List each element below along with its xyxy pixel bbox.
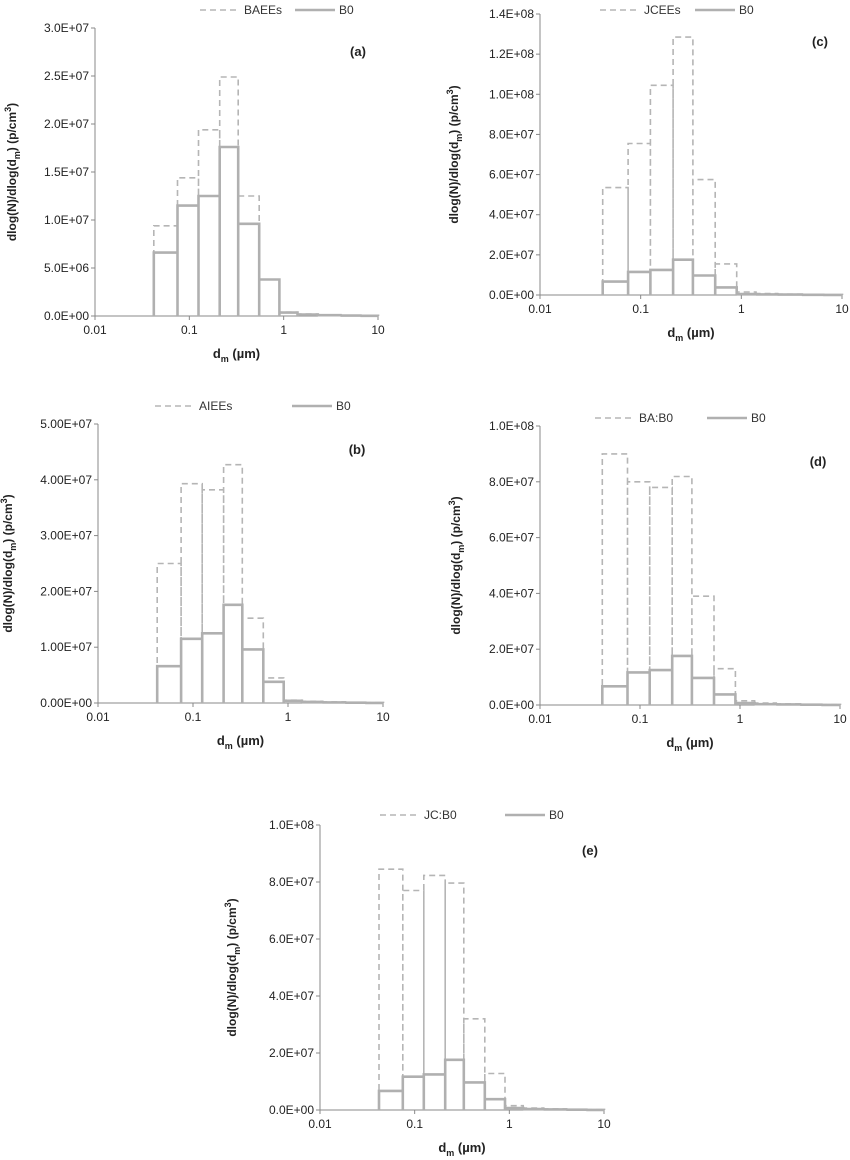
panel-a-y-axis-title: dlog(N)/dlog(dm) (p/cm3) (3, 103, 22, 241)
panel-c-x-tick-label: 0.01 (528, 302, 552, 316)
panel-a-legend-label: B0 (339, 3, 354, 17)
panel-e-legend-label: B0 (549, 808, 564, 822)
panel-e-y-tick-label: 4.0E+07 (269, 989, 314, 1003)
panel-c: 0.0E+00 2.0E+07 4.0E+07 6.0E+07 8.0E+07 1.0E+… (445, 3, 849, 343)
panel-e-y-tick-label: 2.0E+07 (269, 1046, 314, 1060)
panel-b-x-tick-label: 0.1 (185, 710, 202, 724)
panel-b: 0.00E+00 1.00E+07 2.00E+07 3.00E+07 4.00E+07… (0, 399, 390, 751)
panel-d-x-tick-label: 10 (833, 712, 847, 726)
panel-e: 0.0E+00 2.0E+07 4.0E+07 6.0E+07 8.0E+07 1.0E+… (223, 808, 611, 1158)
panel-c-y-tick-label: 8.0E+07 (489, 127, 534, 141)
panel-e-legend-label: JC:B0 (424, 808, 457, 822)
panel-e-x-axis-title: dm (µm) (438, 1140, 485, 1158)
panel-a-x-tick-label: 1 (280, 323, 287, 337)
panel-b-x-tick-label: 10 (376, 710, 390, 724)
panel-e-series-solid (377, 1058, 606, 1112)
panel-d-y-tick-label: 4.0E+07 (489, 586, 534, 600)
panel-b-label: (b) (349, 442, 366, 457)
panel-d-y-tick-label: 2.0E+07 (489, 642, 534, 656)
panel-a-label: (a) (350, 44, 366, 59)
panel-c-y-tick-label: 4.0E+07 (489, 208, 534, 222)
panel-d-y-tick-label: 1.0E+08 (489, 419, 534, 433)
panel-c-legend-label: B0 (739, 3, 754, 17)
panel-c-y-tick-label: 6.0E+07 (489, 168, 534, 182)
panel-a-y-tick-label: 2.5E+07 (44, 69, 89, 83)
panel-a-y-tick-label: 3.0E+07 (44, 21, 89, 35)
panel-c-x-tick-label: 0.1 (632, 302, 649, 316)
panel-c-label: (c) (812, 34, 828, 49)
panel-b-y-tick-label: 3.00E+07 (40, 529, 92, 543)
panel-d-x-tick-label: 0.01 (528, 712, 552, 726)
panel-e-x-tick-label: 10 (597, 1117, 611, 1131)
panel-d-series-dashed (601, 453, 841, 706)
panel-d-legend-label: BA:B0 (639, 411, 673, 425)
panel-d-legend-label: B0 (751, 411, 766, 425)
panel-c-x-tick-label: 10 (835, 302, 849, 316)
panel-b-y-tick-label: 4.00E+07 (40, 473, 92, 487)
panel-e-y-axis-title: dlog(N)/dlog(dm) (p/cm3) (223, 898, 242, 1036)
panel-a-x-tick-label: 0.1 (181, 323, 198, 337)
panel-b-y-tick-label: 2.00E+07 (40, 584, 92, 598)
panel-b-x-tick-label: 0.01 (86, 710, 110, 724)
panel-b-legend-label: B0 (336, 399, 351, 413)
panel-c-series-dashed (601, 36, 843, 296)
panel-d-x-axis-title: dm (µm) (666, 735, 713, 753)
panel-a-y-tick-label: 2.0E+07 (44, 117, 89, 131)
panel-a-y-tick-label: 0.0E+00 (44, 309, 89, 323)
panel-a-x-tick-label: 10 (371, 323, 385, 337)
panel-e-x-tick-label: 1 (506, 1117, 513, 1131)
panel-e-x-tick-label: 0.1 (406, 1117, 423, 1131)
panel-c-y-tick-label: 1.4E+08 (489, 7, 534, 21)
panel-a-legend-label: BAEEs (244, 3, 282, 17)
panel-b-y-axis-title: dlog(N)/dlog(dm) (p/cm3) (0, 494, 18, 632)
panel-d-label: (d) (810, 454, 827, 469)
panel-d-series-solid (601, 654, 842, 707)
panel-a: 0.0E+00 5.0E+06 1.0E+07 1.5E+07 2.0E+07 2.5E+… (3, 3, 385, 364)
panel-c-x-axis-title: dm (µm) (667, 325, 714, 343)
panel-a-y-tick-label: 5.0E+06 (44, 261, 89, 275)
panel-b-legend-label: AIEEs (199, 399, 232, 413)
panel-d-y-tick-label: 6.0E+07 (489, 531, 534, 545)
panel-e-y-tick-label: 0.0E+00 (269, 1103, 314, 1117)
panel-c-y-tick-label: 1.0E+08 (489, 87, 534, 101)
panel-c-y-axis-title: dlog(N)/dlog(dm) (p/cm3) (445, 85, 464, 223)
panel-b-y-tick-label: 0.00E+00 (40, 696, 92, 710)
panel-e-y-tick-label: 8.0E+07 (269, 875, 314, 889)
panel-a-x-tick-label: 0.01 (83, 323, 107, 337)
panel-b-series-solid (155, 603, 385, 705)
panel-a-series-solid (152, 145, 380, 318)
panel-c-legend-label: JCEEs (644, 3, 681, 17)
panel-c-y-tick-label: 0.0E+00 (489, 288, 534, 302)
panel-d-x-tick-label: 0.1 (632, 712, 649, 726)
panel-e-x-tick-label: 0.01 (308, 1117, 332, 1131)
panel-d: 0.0E+00 2.0E+07 4.0E+07 6.0E+07 8.0E+07 1.0E+… (447, 411, 847, 753)
panel-b-x-axis-title: dm (µm) (217, 733, 264, 751)
panel-d-x-tick-label: 1 (737, 712, 744, 726)
panel-e-label: (e) (582, 843, 598, 858)
panel-c-x-tick-label: 1 (738, 302, 745, 316)
panel-d-y-tick-label: 0.0E+00 (489, 698, 534, 712)
panel-a-y-tick-label: 1.5E+07 (44, 165, 89, 179)
panel-a-y-tick-label: 1.0E+07 (44, 213, 89, 227)
panel-c-y-tick-label: 1.2E+08 (489, 47, 534, 61)
panel-e-y-tick-label: 6.0E+07 (269, 932, 314, 946)
panel-e-series-dashed (378, 868, 605, 1111)
panel-c-y-tick-label: 2.0E+07 (489, 248, 534, 262)
panel-a-x-axis-title: dm (µm) (213, 346, 260, 364)
panel-d-y-axis-title: dlog(N)/dlog(dm) (p/cm3) (447, 496, 466, 634)
panel-d-y-tick-label: 8.0E+07 (489, 475, 534, 489)
panel-c-series-solid (601, 258, 844, 297)
panel-b-y-tick-label: 1.00E+07 (40, 640, 92, 654)
panel-e-y-tick-label: 1.0E+08 (269, 818, 314, 832)
panel-b-series-dashed (156, 463, 384, 704)
panel-b-x-tick-label: 1 (285, 710, 292, 724)
panel-b-y-tick-label: 5.00E+07 (40, 417, 92, 431)
